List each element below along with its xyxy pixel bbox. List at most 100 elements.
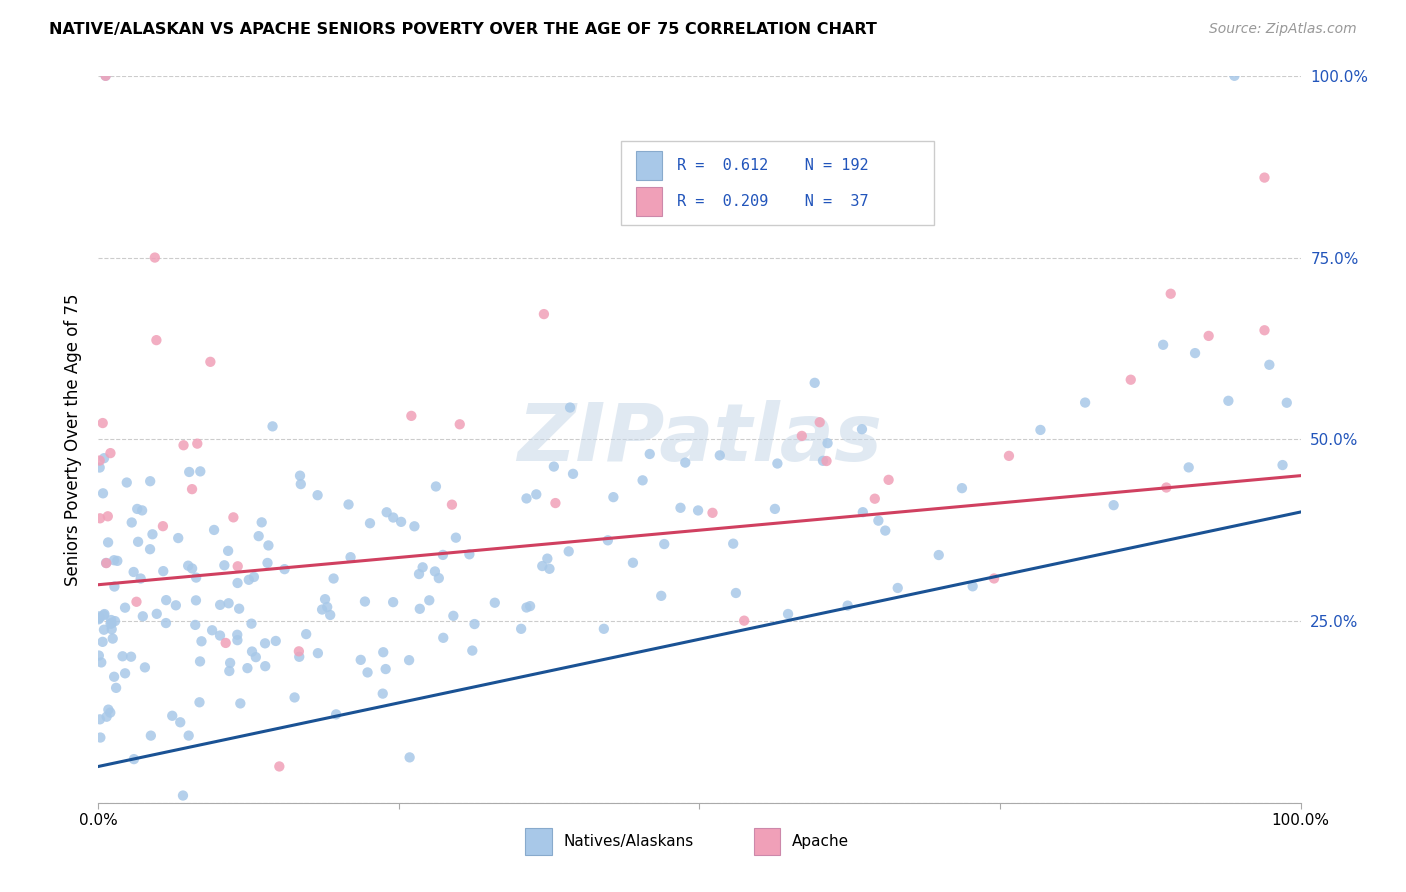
Point	[127, 502, 149, 516]
Point	[143, 251, 166, 265]
Point	[288, 649, 311, 664]
Point	[96, 710, 118, 724]
Point	[257, 538, 280, 552]
Point	[886, 581, 908, 595]
Point	[373, 645, 395, 659]
Point	[184, 571, 207, 585]
Point	[983, 572, 1005, 586]
Point	[89, 511, 111, 525]
Bar	[636, 151, 662, 180]
Point	[226, 628, 249, 642]
Point	[188, 464, 211, 478]
Point	[432, 548, 454, 562]
Point	[817, 436, 839, 450]
Point	[229, 697, 252, 711]
Point	[245, 650, 267, 665]
Point	[152, 519, 174, 533]
Bar	[526, 828, 551, 855]
Point	[188, 695, 211, 709]
Point	[101, 632, 124, 646]
Point	[409, 602, 432, 616]
Point	[264, 634, 287, 648]
Point	[219, 656, 242, 670]
Point	[339, 550, 361, 565]
Point	[790, 429, 813, 443]
Point	[515, 491, 537, 506]
Point	[412, 560, 434, 574]
Text: NATIVE/ALASKAN VS APACHE SENIORS POVERTY OVER THE AGE OF 75 CORRELATION CHART: NATIVE/ALASKAN VS APACHE SENIORS POVERTY…	[49, 22, 877, 37]
Point	[544, 496, 567, 510]
Point	[398, 653, 420, 667]
Point	[852, 505, 875, 519]
Point	[243, 570, 266, 584]
Point	[721, 536, 744, 550]
Point	[1177, 460, 1199, 475]
Point	[371, 687, 394, 701]
Point	[111, 649, 134, 664]
Point	[709, 448, 731, 462]
Point	[354, 594, 377, 608]
Point	[114, 600, 136, 615]
Point	[179, 465, 201, 479]
Point	[441, 608, 464, 623]
Point	[250, 516, 273, 530]
Point	[103, 580, 125, 594]
Point	[808, 415, 831, 429]
Point	[562, 467, 585, 481]
Point	[290, 477, 312, 491]
Point	[557, 544, 579, 558]
Point	[98, 706, 121, 720]
Point	[139, 729, 162, 743]
Point	[93, 608, 115, 623]
Point	[316, 600, 339, 615]
Point	[440, 498, 463, 512]
Point	[93, 607, 115, 621]
Point	[815, 454, 838, 468]
Point	[172, 789, 194, 803]
Point	[89, 611, 111, 625]
Text: Source: ZipAtlas.com: Source: ZipAtlas.com	[1209, 22, 1357, 37]
Point	[1119, 373, 1142, 387]
Point	[202, 523, 225, 537]
Point	[184, 618, 207, 632]
Point	[928, 548, 950, 562]
Point	[162, 708, 184, 723]
Bar	[636, 187, 662, 216]
Point	[105, 554, 128, 568]
Point	[262, 419, 284, 434]
Point	[1253, 170, 1275, 185]
Point	[240, 644, 263, 658]
Point	[425, 479, 447, 493]
Point	[389, 515, 412, 529]
Point	[94, 556, 117, 570]
Point	[776, 607, 799, 621]
Point	[226, 559, 249, 574]
Point	[188, 655, 211, 669]
Point	[177, 729, 200, 743]
Point	[167, 531, 190, 545]
Bar	[621, 141, 934, 225]
Point	[652, 537, 675, 551]
Point	[288, 644, 311, 658]
Point	[186, 436, 208, 450]
Point	[236, 661, 259, 675]
Point	[177, 558, 200, 573]
Point	[375, 505, 398, 519]
Text: Natives/Alaskans: Natives/Alaskans	[564, 834, 695, 849]
Point	[962, 579, 984, 593]
Point	[382, 595, 405, 609]
Point	[169, 715, 191, 730]
Point	[181, 482, 204, 496]
Point	[538, 562, 561, 576]
Point	[103, 553, 125, 567]
Point	[851, 422, 873, 436]
Point	[284, 690, 307, 705]
Point	[217, 544, 239, 558]
Point	[427, 571, 450, 585]
Point	[87, 612, 110, 626]
Point	[184, 593, 207, 607]
Point	[127, 534, 149, 549]
Point	[100, 613, 122, 627]
Point	[1258, 358, 1281, 372]
Point	[650, 589, 672, 603]
